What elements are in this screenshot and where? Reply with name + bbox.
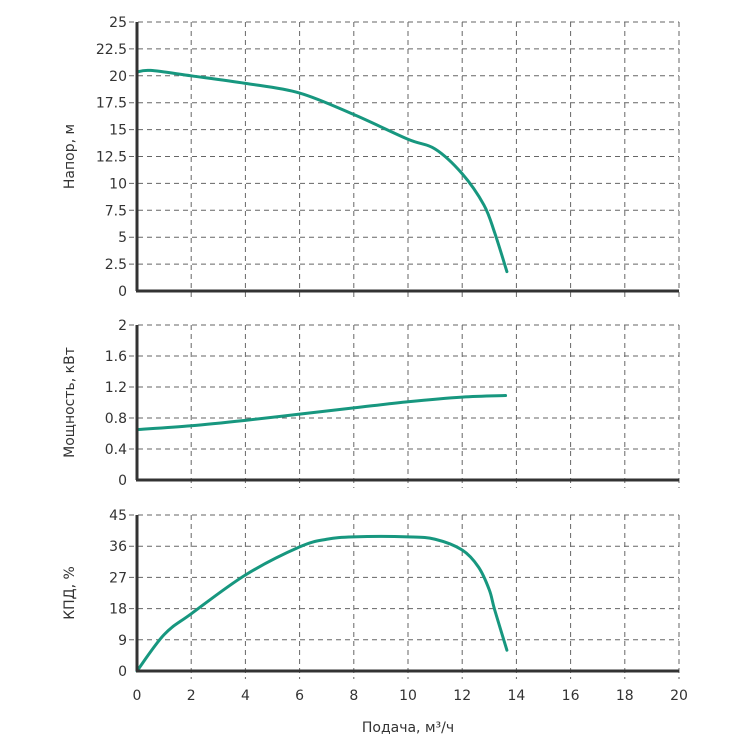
y-tick-label: 0 <box>118 284 127 300</box>
y-tick-label: 1.6 <box>105 349 127 365</box>
y-axis-label: Напор, м <box>62 124 78 189</box>
y-tick-label: 2 <box>118 318 127 334</box>
y-tick-label: 10 <box>109 176 127 192</box>
y-tick-label: 18 <box>109 602 127 618</box>
y-tick-label: 15 <box>109 123 127 139</box>
x-tick-label: 14 <box>507 688 525 704</box>
y-tick-label: 1.2 <box>105 380 127 396</box>
y-tick-label: 9 <box>118 633 127 649</box>
y-tick-label: 20 <box>109 69 127 85</box>
x-tick-label: 2 <box>187 688 196 704</box>
y-tick-label: 7.5 <box>105 203 127 219</box>
y-tick-label: 36 <box>109 539 127 555</box>
x-tick-label: 20 <box>670 688 688 704</box>
x-tick-label: 16 <box>562 688 580 704</box>
series-line-2 <box>135 535 509 673</box>
y-tick-label: 12.5 <box>96 150 127 166</box>
y-tick-label: 25 <box>109 15 127 31</box>
x-tick-label: 10 <box>399 688 417 704</box>
y-tick-label: 17.5 <box>96 96 127 112</box>
y-axis-label: Мощность, кВт <box>62 347 78 458</box>
x-tick-label: 12 <box>453 688 471 704</box>
y-tick-label: 2.5 <box>105 257 127 273</box>
y-tick-label: 45 <box>109 508 127 524</box>
y-tick-label: 5 <box>118 230 127 246</box>
axis-layer <box>135 22 679 673</box>
x-tick-label: 8 <box>349 688 358 704</box>
y-tick-label: 22.5 <box>96 42 127 58</box>
y-axis-label: КПД, % <box>62 566 78 620</box>
series-line-0 <box>135 68 509 274</box>
x-axis-label: Подача, м³/ч <box>362 720 454 736</box>
series-line-1 <box>135 394 508 432</box>
y-tick-label: 0 <box>118 664 127 680</box>
x-tick-label: 4 <box>241 688 250 704</box>
x-tick-label: 18 <box>616 688 634 704</box>
y-tick-label: 0 <box>118 473 127 489</box>
curve-layer <box>135 68 509 673</box>
x-tick-label: 6 <box>295 688 304 704</box>
y-tick-label: 27 <box>109 570 127 586</box>
grid-layer <box>129 21 680 679</box>
y-tick-label: 0.8 <box>105 411 127 427</box>
y-tick-label: 0.4 <box>105 442 127 458</box>
x-tick-label: 0 <box>133 688 142 704</box>
